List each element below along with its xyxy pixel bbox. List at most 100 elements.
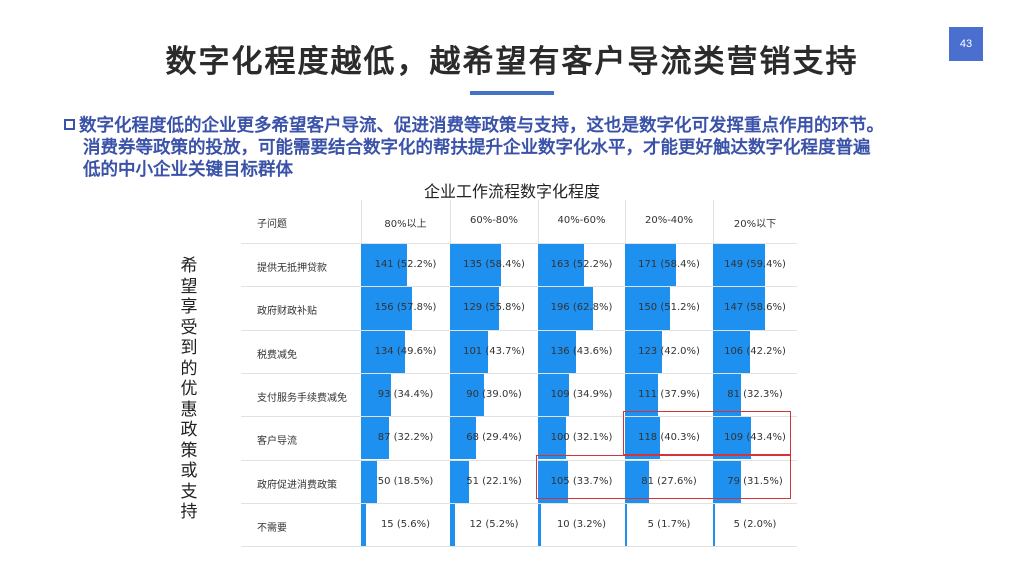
table-column-divider <box>625 200 626 546</box>
row-label: 提供无抵押贷款 <box>257 263 327 274</box>
table-column-divider <box>538 200 539 546</box>
row-label: 税费减免 <box>257 349 297 361</box>
table-row-divider <box>241 243 797 244</box>
side-label-char: 支 <box>180 481 198 502</box>
side-label-char: 到 <box>180 338 198 358</box>
table-row-divider <box>241 502 797 504</box>
side-label-char: 或 <box>180 461 198 481</box>
table-column-divider <box>450 200 451 546</box>
percentage-bar <box>538 417 567 460</box>
bullet-line-3: 低的中小企业关键目标群体 <box>83 160 293 180</box>
percentage-bar <box>538 503 541 547</box>
cell-value: 149 (59.4%) <box>724 259 786 270</box>
percentage-bar <box>538 373 569 417</box>
side-label-char: 优 <box>180 379 198 399</box>
cell-value: 5 (1.7%) <box>647 518 691 530</box>
highlight-box <box>536 454 791 499</box>
cell-value: 101 (43.7%) <box>463 345 525 357</box>
cell-value: 93 (34.4%) <box>377 388 434 400</box>
cell-value: 50 (18.5%) <box>377 475 434 487</box>
cell-value: 81 (32.3%) <box>727 388 783 400</box>
side-label-char: 受 <box>180 317 198 338</box>
percentage-bar <box>713 503 715 547</box>
table-row-divider <box>241 546 797 548</box>
cell-value: 134 (49.6%) <box>374 345 437 357</box>
percentage-bar <box>361 503 366 547</box>
percentage-bar <box>713 330 751 373</box>
percentage-bar <box>450 373 485 417</box>
cell-value: 123 (42.0%) <box>638 345 700 357</box>
header-label-range: 80%以上 <box>384 219 427 230</box>
side-label-char: 希 <box>180 256 198 276</box>
table-title: 企业工作流程数字化程度 <box>423 182 600 201</box>
cell-value: 135 (58.4%) <box>463 259 525 270</box>
header-label-range: 40%-60% <box>557 215 606 226</box>
table-column-divider <box>713 200 714 546</box>
percentage-bar <box>625 417 661 460</box>
percentage-bar <box>713 373 742 417</box>
percentage-bar <box>361 417 390 460</box>
percentage-bar <box>450 244 502 287</box>
row-label: 政府促进消费政策 <box>257 479 337 491</box>
percentage-bar <box>625 287 671 330</box>
cell-value: 12 (5.2%) <box>469 518 519 530</box>
table-row-divider <box>241 329 797 331</box>
bullet-line-2: 消费券等政策的投放，可能需要结合数字化的帮扶提升企业数字化水平，才能更好触达数字… <box>83 138 871 158</box>
cell-value: 150 (51.2%) <box>638 302 700 314</box>
percentage-bar <box>361 244 407 287</box>
percentage-bar <box>713 244 766 287</box>
percentage-bar <box>450 330 489 373</box>
percentage-bar <box>450 417 476 460</box>
percentage-bar <box>713 460 741 503</box>
cell-value: 90 (39.0%) <box>466 388 522 400</box>
percentage-bar <box>538 287 594 330</box>
side-label-char: 惠 <box>180 399 198 420</box>
percentage-bar <box>625 330 662 373</box>
cell-value: 136 (43.6%) <box>550 345 613 357</box>
row-label: 政府财政补贴 <box>257 306 317 318</box>
cell-value: 118 (40.3%) <box>638 432 700 444</box>
cell-value: 147 (58.6%) <box>724 302 786 314</box>
percentage-bar <box>361 287 412 330</box>
percentage-bar <box>538 460 568 503</box>
cell-value: 15 (5.6%) <box>380 518 431 530</box>
percentage-bar <box>538 244 584 287</box>
percentage-bar <box>450 287 500 330</box>
cell-value: 171 (58.4%) <box>638 259 700 270</box>
cell-value: 105 (33.7%) <box>550 475 613 487</box>
cell-value: 79 (31.5%) <box>727 475 783 487</box>
cell-value: 109 (43.4%) <box>724 432 786 444</box>
cell-value: 163 (52.2%) <box>550 259 613 270</box>
percentage-bar <box>625 460 650 503</box>
percentage-bar <box>450 503 455 547</box>
cell-value: 141 (52.2%) <box>374 259 437 270</box>
table-row-divider <box>241 372 797 374</box>
side-label-char: 享 <box>180 297 198 317</box>
cell-value: 100 (32.1%) <box>550 432 613 444</box>
percentage-bar <box>361 330 405 373</box>
cell-value: 156 (57.8%) <box>374 302 437 314</box>
page-number: 43 <box>949 27 983 61</box>
percentage-bar <box>625 373 659 417</box>
table-row-divider <box>241 286 797 288</box>
cell-value: 196 (62.8%) <box>550 302 613 314</box>
percentage-bar <box>713 417 752 460</box>
table-column-divider <box>361 200 362 546</box>
cell-value: 51 (22.1%) <box>466 475 522 487</box>
percentage-bar <box>361 460 378 503</box>
header-label-range: 60%-80% <box>469 215 519 226</box>
side-label-char: 持 <box>180 502 198 522</box>
cell-value: 10 (3.2%) <box>556 518 607 530</box>
table-row-divider <box>241 459 797 461</box>
cell-value: 81 (27.6%) <box>641 475 697 487</box>
cell-value: 68 (29.4%) <box>466 432 522 444</box>
bullet-paragraph: 数字化程度低的企业更多希望客户导流、促进消费等政策与支持，这也是数字化可发挥重点… <box>64 115 964 181</box>
percentage-bar <box>625 244 677 287</box>
side-label-char: 策 <box>180 440 198 461</box>
side-label-char: 的 <box>180 358 198 379</box>
title-underline <box>470 91 554 95</box>
side-axis-label: 希望享受到的优惠政策或支持 <box>176 256 202 523</box>
side-label-char: 望 <box>180 276 198 297</box>
header-label-subquestion: 子问题 <box>257 219 287 230</box>
percentage-bar <box>538 330 577 373</box>
